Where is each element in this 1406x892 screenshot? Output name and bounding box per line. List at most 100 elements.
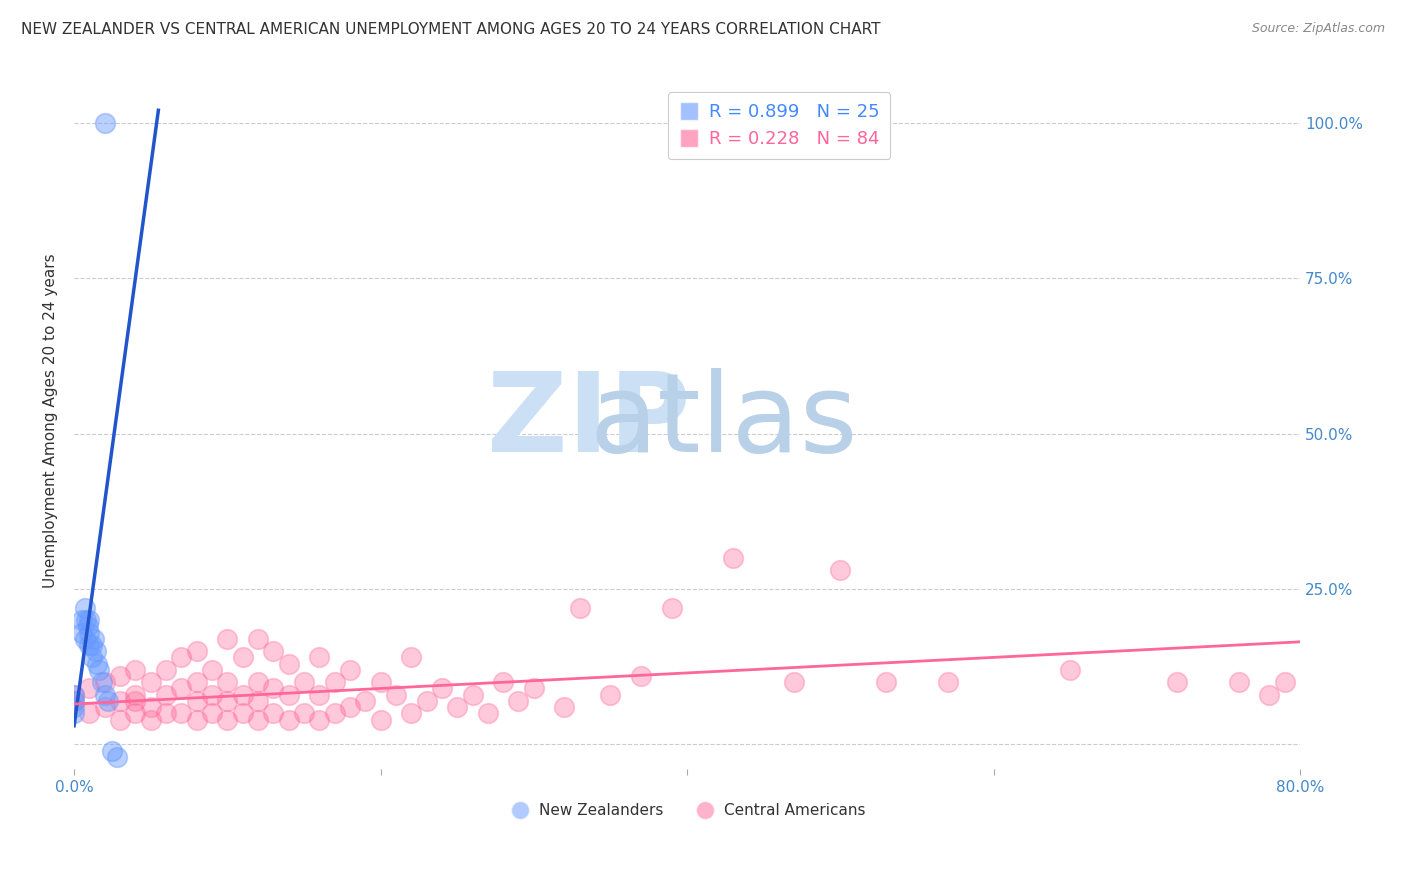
Point xyxy=(79,625,101,640)
Point xyxy=(232,650,254,665)
Point xyxy=(155,663,177,677)
Point xyxy=(97,694,120,708)
Point xyxy=(370,675,392,690)
Point xyxy=(232,706,254,721)
Point xyxy=(1274,675,1296,690)
Point xyxy=(63,688,86,702)
Point xyxy=(186,644,208,658)
Text: NEW ZEALANDER VS CENTRAL AMERICAN UNEMPLOYMENT AMONG AGES 20 TO 24 YEARS CORRELA: NEW ZEALANDER VS CENTRAL AMERICAN UNEMPL… xyxy=(21,22,880,37)
Point xyxy=(477,706,499,721)
Point xyxy=(354,694,377,708)
Point xyxy=(1258,688,1281,702)
Point xyxy=(599,688,621,702)
Point xyxy=(63,694,86,708)
Point xyxy=(124,688,146,702)
Point xyxy=(93,700,115,714)
Point xyxy=(783,675,806,690)
Point xyxy=(277,688,299,702)
Point xyxy=(232,688,254,702)
Point xyxy=(84,644,107,658)
Point xyxy=(201,663,224,677)
Point xyxy=(170,706,193,721)
Point xyxy=(186,694,208,708)
Point xyxy=(73,600,96,615)
Point xyxy=(63,688,86,702)
Point xyxy=(63,700,86,714)
Point xyxy=(523,681,546,696)
Point xyxy=(277,713,299,727)
Point xyxy=(370,713,392,727)
Point xyxy=(139,713,162,727)
Text: atlas: atlas xyxy=(589,368,858,475)
Point xyxy=(661,600,683,615)
Point xyxy=(308,713,330,727)
Point xyxy=(139,700,162,714)
Point xyxy=(79,706,101,721)
Point xyxy=(308,650,330,665)
Point xyxy=(63,694,86,708)
Y-axis label: Unemployment Among Ages 20 to 24 years: Unemployment Among Ages 20 to 24 years xyxy=(44,254,58,589)
Point xyxy=(70,613,93,627)
Point xyxy=(415,694,437,708)
Point xyxy=(217,675,239,690)
Point xyxy=(246,713,269,727)
Point xyxy=(93,688,115,702)
Point xyxy=(79,613,101,627)
Point xyxy=(553,700,575,714)
Point xyxy=(292,675,315,690)
Point xyxy=(124,663,146,677)
Point xyxy=(86,657,108,671)
Point xyxy=(446,700,468,714)
Point xyxy=(217,713,239,727)
Point xyxy=(262,706,284,721)
Point xyxy=(936,675,959,690)
Point xyxy=(90,675,112,690)
Point xyxy=(77,619,100,633)
Point xyxy=(461,688,484,702)
Point xyxy=(323,675,346,690)
Point xyxy=(385,688,408,702)
Point xyxy=(1166,675,1188,690)
Point xyxy=(73,632,96,646)
Point xyxy=(186,713,208,727)
Point xyxy=(93,675,115,690)
Point xyxy=(430,681,453,696)
Point xyxy=(292,706,315,721)
Point xyxy=(1227,675,1250,690)
Point xyxy=(75,613,97,627)
Point xyxy=(308,688,330,702)
Point xyxy=(508,694,530,708)
Point xyxy=(108,713,131,727)
Point xyxy=(108,669,131,683)
Point xyxy=(399,650,422,665)
Point xyxy=(79,681,101,696)
Point xyxy=(339,700,361,714)
Point xyxy=(82,650,104,665)
Point xyxy=(201,688,224,702)
Point xyxy=(186,675,208,690)
Point xyxy=(70,625,93,640)
Point xyxy=(101,744,124,758)
Point xyxy=(79,638,101,652)
Point xyxy=(875,675,897,690)
Point xyxy=(1059,663,1081,677)
Point xyxy=(124,694,146,708)
Point xyxy=(105,750,128,764)
Point xyxy=(139,675,162,690)
Point xyxy=(83,632,105,646)
Point xyxy=(277,657,299,671)
Legend: New Zealanders, Central Americans: New Zealanders, Central Americans xyxy=(502,797,872,824)
Point xyxy=(124,706,146,721)
Point xyxy=(830,563,852,577)
Point xyxy=(155,688,177,702)
Point xyxy=(170,681,193,696)
Point xyxy=(93,116,115,130)
Point xyxy=(201,706,224,721)
Point xyxy=(399,706,422,721)
Point xyxy=(721,550,744,565)
Point xyxy=(492,675,515,690)
Point xyxy=(217,632,239,646)
Text: ZIP: ZIP xyxy=(488,368,690,475)
Point xyxy=(246,694,269,708)
Point xyxy=(246,632,269,646)
